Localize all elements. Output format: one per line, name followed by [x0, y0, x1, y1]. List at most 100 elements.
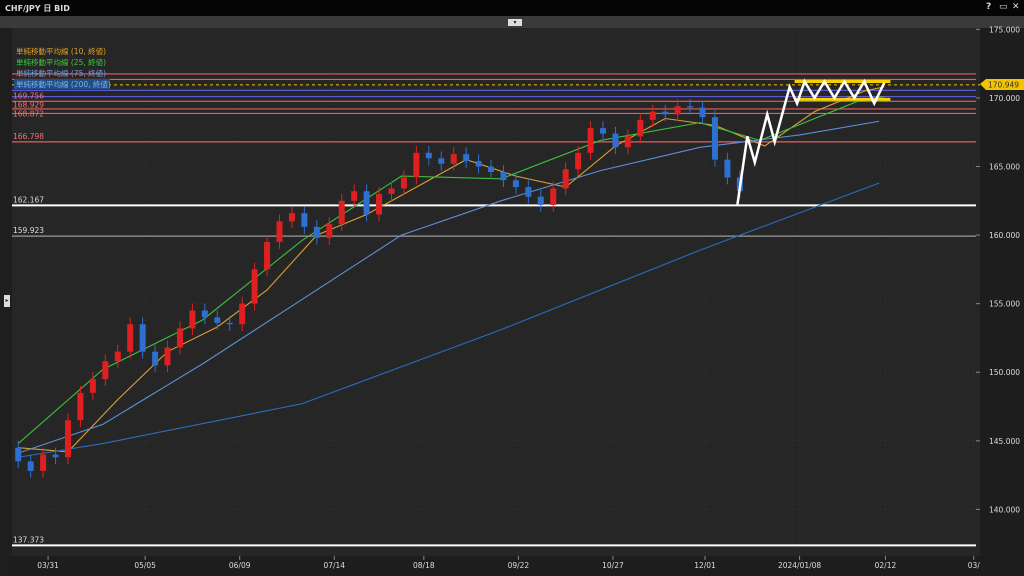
x-tick-label: 10/27 [602, 561, 624, 570]
y-tick-label: 145.000 [989, 437, 1020, 446]
x-tick-label: 09/22 [508, 561, 530, 570]
horizontal-line-label: 168.929 [13, 100, 44, 109]
candle-body [674, 106, 681, 115]
candle-body [388, 188, 395, 194]
candle-body [550, 188, 557, 205]
title-bar: CHF/JPY 日 BID ? ▭ ✕ [0, 0, 1024, 16]
candle-body [27, 461, 34, 471]
moving-average-line [18, 182, 880, 458]
candle-body [649, 111, 656, 120]
x-tick-label: 07/14 [323, 561, 345, 570]
candle-body [139, 324, 146, 352]
candle-body [189, 310, 196, 329]
candle-body [127, 324, 134, 352]
current-price-tag: 170.949 [980, 79, 1024, 90]
candle-body [413, 152, 420, 178]
candle-body [724, 159, 731, 178]
horizontal-line-label: 166.798 [13, 132, 44, 141]
candle-body [612, 133, 619, 148]
candle-body [562, 169, 569, 189]
help-icon[interactable]: ? [986, 2, 992, 12]
legend-ma200: 単純移動平均線 (200, 終値) [16, 79, 111, 89]
y-tick-label: 165.000 [989, 163, 1020, 172]
candle-body [40, 454, 47, 471]
candle-body [363, 191, 370, 215]
candle-body [77, 392, 84, 421]
candle-body [624, 136, 631, 148]
y-tick-label: 155.000 [989, 300, 1020, 309]
candle-body [226, 322, 233, 325]
legend-ma25: 単純移動平均線 (25, 終値) [16, 57, 106, 67]
legend-ma10: 単純移動平均線 (10, 終値) [16, 46, 106, 56]
candle-body [201, 310, 208, 318]
horizontal-line-label: 162.167 [13, 195, 44, 204]
candle-body [438, 158, 445, 164]
candle-body [463, 154, 470, 162]
candle-body [176, 328, 183, 348]
x-tick-label: 2024/01/08 [778, 561, 821, 570]
horizontal-line-label: 168.872 [13, 109, 44, 118]
candle-body [326, 224, 333, 238]
legend-ma200-highlight [14, 79, 110, 89]
dropdown-toggle-icon[interactable]: ▾ [508, 19, 522, 26]
candle-body [152, 351, 159, 366]
window-title: CHF/JPY 日 BID [5, 4, 70, 13]
candle-body [351, 191, 358, 201]
candle-body [89, 379, 96, 393]
candle-body [338, 200, 345, 225]
x-tick-label: 02/12 [875, 561, 897, 570]
zigzag-annotation [736, 78, 886, 206]
time-axis[interactable] [12, 556, 980, 576]
side-panel-handle-icon[interactable]: ▸ [4, 295, 10, 307]
candle-body [376, 193, 383, 215]
x-tick-label: 03/ [968, 561, 981, 570]
candle-body [251, 269, 258, 304]
x-tick-label: 03/31 [37, 561, 59, 570]
candle-body [512, 180, 519, 188]
x-tick-label: 12/01 [694, 561, 716, 570]
x-tick-label: 06/09 [229, 561, 251, 570]
y-tick-label: 175.000 [989, 25, 1020, 34]
horizontal-line-label: 159.923 [13, 226, 44, 235]
legend-ma75: 単純移動平均線 (75, 終値) [16, 68, 106, 78]
y-tick-label: 140.000 [989, 505, 1020, 514]
candle-body [64, 420, 71, 458]
candle-body [699, 107, 706, 118]
candle-body [662, 111, 669, 115]
maximize-icon[interactable]: ▭ [999, 2, 1008, 12]
candle-body [15, 447, 22, 462]
x-tick-label: 08/18 [413, 561, 435, 570]
candle-body [575, 152, 582, 170]
candle-body [400, 177, 407, 189]
candle-body [264, 241, 271, 270]
candle-body [450, 154, 457, 164]
y-tick-label: 170.000 [989, 94, 1020, 103]
candle-body [114, 351, 121, 362]
candle-body [587, 128, 594, 153]
close-icon[interactable]: ✕ [1012, 2, 1020, 12]
candle-body [313, 226, 320, 238]
candle-body [52, 454, 59, 458]
current-price-label: 170.949 [988, 81, 1019, 90]
candle-body [301, 213, 308, 227]
candle-body [239, 303, 246, 325]
candle-body [537, 196, 544, 205]
candle-body [425, 152, 432, 159]
candle-body [288, 213, 295, 222]
y-tick-label: 150.000 [989, 368, 1020, 377]
horizontal-line-label: 137.373 [13, 535, 44, 544]
candle-body [276, 221, 283, 242]
candle-body [600, 128, 607, 134]
candle-body [525, 187, 532, 197]
price-axis[interactable] [980, 28, 1024, 576]
candle-body [475, 161, 482, 167]
y-tick-label: 160.000 [989, 231, 1020, 240]
candle-body [488, 166, 495, 172]
candle-body [164, 347, 171, 366]
candle-body [214, 317, 221, 323]
candle-body [687, 106, 694, 108]
candle-body [711, 117, 718, 160]
candle-body [637, 119, 644, 137]
plot-area [12, 28, 980, 556]
